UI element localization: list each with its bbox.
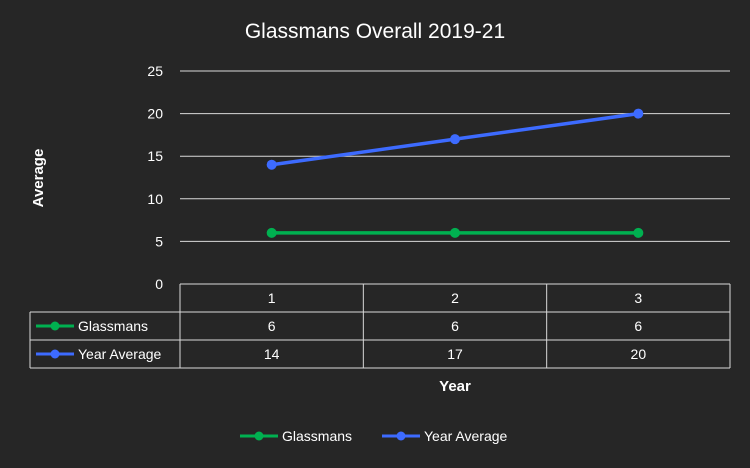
y-tick-label: 0	[155, 276, 163, 292]
data-point	[633, 227, 644, 238]
data-point	[266, 227, 277, 238]
table-cell-value: 6	[634, 318, 642, 334]
gridlines	[180, 70, 730, 242]
x-tick-label: 2	[451, 290, 459, 306]
x-axis-label: Year	[439, 378, 471, 395]
y-axis-ticks: 0 5 10 15 20 25	[147, 63, 163, 292]
table-cell-value: 14	[264, 346, 280, 362]
legend-marker	[396, 431, 406, 441]
table-legend-marker	[50, 349, 60, 359]
y-tick-label: 15	[147, 148, 163, 164]
table-cell-value: 6	[268, 318, 276, 334]
legend-marker	[254, 431, 264, 441]
data-table: 1 2 3 Glassmans 6 6 6 Year Average 14 17 20	[29, 283, 731, 369]
y-tick-label: 5	[155, 233, 163, 249]
data-point	[266, 159, 277, 170]
table-series-name: Glassmans	[78, 318, 148, 334]
legend: Glassmans Year Average	[240, 428, 508, 444]
data-point	[633, 108, 644, 119]
x-tick-label: 3	[634, 290, 642, 306]
y-tick-label: 20	[147, 106, 163, 122]
data-point	[450, 134, 460, 145]
table-series-name: Year Average	[78, 346, 162, 362]
data-point	[450, 227, 460, 238]
y-tick-label: 25	[147, 63, 163, 79]
x-tick-label: 1	[268, 290, 276, 306]
chart-title: Glassmans Overall 2019-21	[245, 20, 505, 43]
legend-label: Year Average	[424, 428, 508, 444]
y-tick-label: 10	[147, 191, 163, 207]
table-cell-value: 6	[451, 318, 459, 334]
legend-label: Glassmans	[282, 428, 352, 444]
table-legend-marker	[50, 321, 60, 331]
table-cell-value: 17	[447, 346, 463, 362]
y-axis-label: Average	[30, 149, 47, 208]
series-lines	[266, 108, 644, 238]
table-cell-value: 20	[631, 346, 647, 362]
